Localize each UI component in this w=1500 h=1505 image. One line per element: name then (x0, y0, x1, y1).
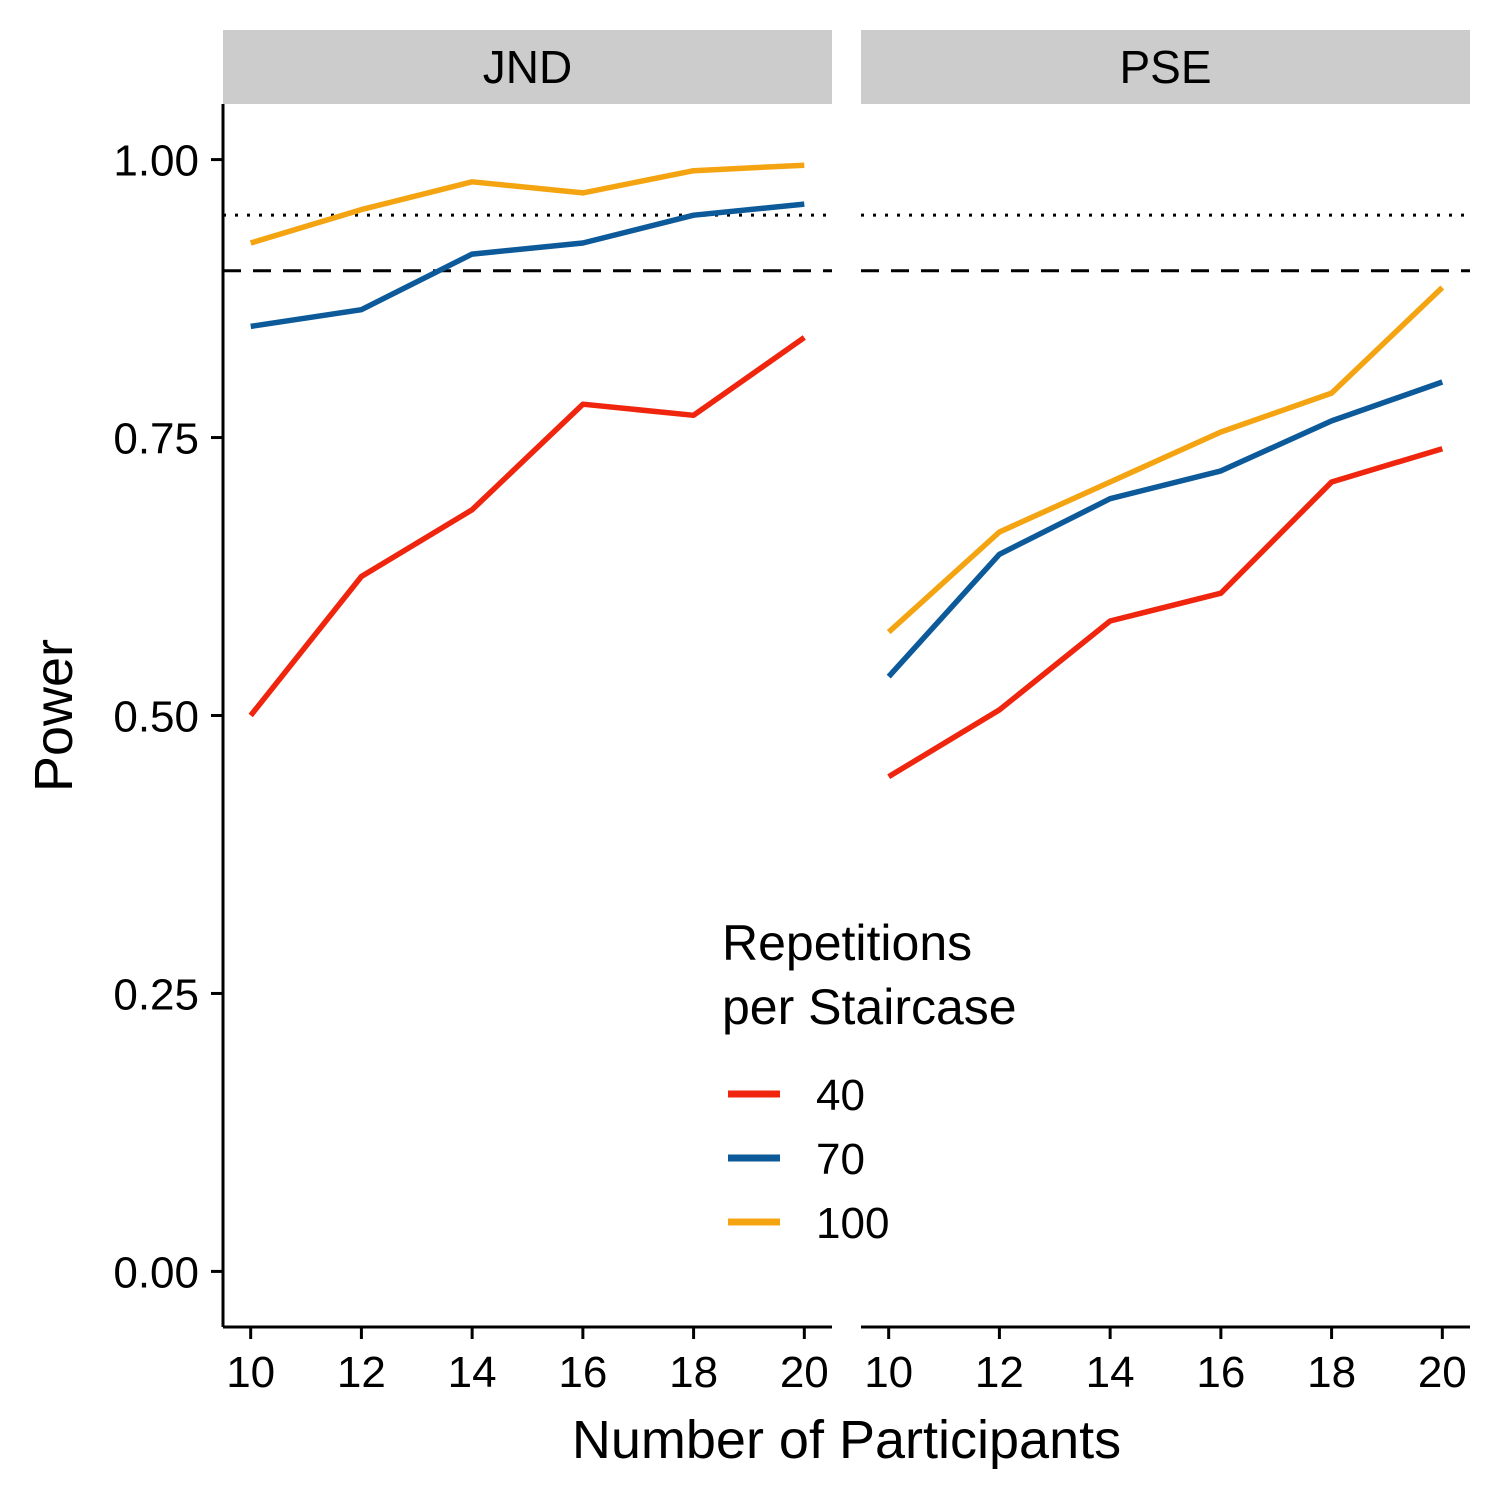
x-tick-label-jnd-18: 18 (669, 1348, 718, 1397)
series-line-pse-100 (886, 285, 1445, 635)
y-tick-label-1.00: 1.00 (113, 137, 199, 186)
x-tick-label-jnd-16: 16 (558, 1348, 607, 1397)
series-line-pse-40 (887, 446, 1444, 780)
y-tick-label-0.00: 0.00 (113, 1248, 199, 1297)
y-tick-label-0.50: 0.50 (113, 693, 199, 742)
x-tick-label-jnd-12: 12 (337, 1348, 386, 1397)
legend-title-line-2: per Staircase (722, 979, 1017, 1035)
x-tick-label-pse-14: 14 (1086, 1348, 1135, 1397)
facet-strip-label-jnd: JND (483, 41, 572, 93)
axes: 10 12 14 16 18 20 10 12 14 16 18 20 0.00 0.25 0.50 0.75… (24, 104, 1470, 1470)
legend-label-100: 100 (816, 1199, 889, 1248)
series-lines (248, 162, 1445, 780)
x-tick-label-pse-12: 12 (975, 1348, 1024, 1397)
y-tick-label-0.25: 0.25 (113, 970, 199, 1019)
reference-lines (223, 213, 1470, 273)
facet-strip-label-pse: PSE (1119, 41, 1211, 93)
x-axis-title: Number of Participants (572, 1410, 1121, 1470)
series-line-jnd-70 (250, 201, 805, 330)
y-axis-title: Power (24, 639, 84, 792)
x-tick-label-pse-20: 20 (1418, 1348, 1467, 1397)
x-tick-label-jnd-20: 20 (780, 1348, 829, 1397)
series-line-jnd-40 (248, 335, 806, 718)
series-line-jnd-100 (249, 162, 805, 246)
legend: Repetitions per Staircase 40 70 100 (722, 915, 1017, 1248)
facet-strip-jnd (223, 30, 832, 104)
facet-strip-pse (861, 30, 1470, 104)
series-line-pse-70 (886, 379, 1444, 679)
x-tick-label-pse-18: 18 (1307, 1348, 1356, 1397)
x-tick-label-jnd-10: 10 (226, 1348, 275, 1397)
legend-title-line-1: Repetitions (722, 915, 972, 971)
facet-strips: JND PSE (223, 30, 1470, 104)
x-tick-label-jnd-14: 14 (448, 1348, 497, 1397)
x-tick-label-pse-16: 16 (1196, 1348, 1245, 1397)
y-tick-label-0.75: 0.75 (113, 415, 199, 464)
legend-label-40: 40 (816, 1071, 865, 1120)
legend-label-70: 70 (816, 1135, 865, 1184)
x-tick-label-pse-10: 10 (864, 1348, 913, 1397)
